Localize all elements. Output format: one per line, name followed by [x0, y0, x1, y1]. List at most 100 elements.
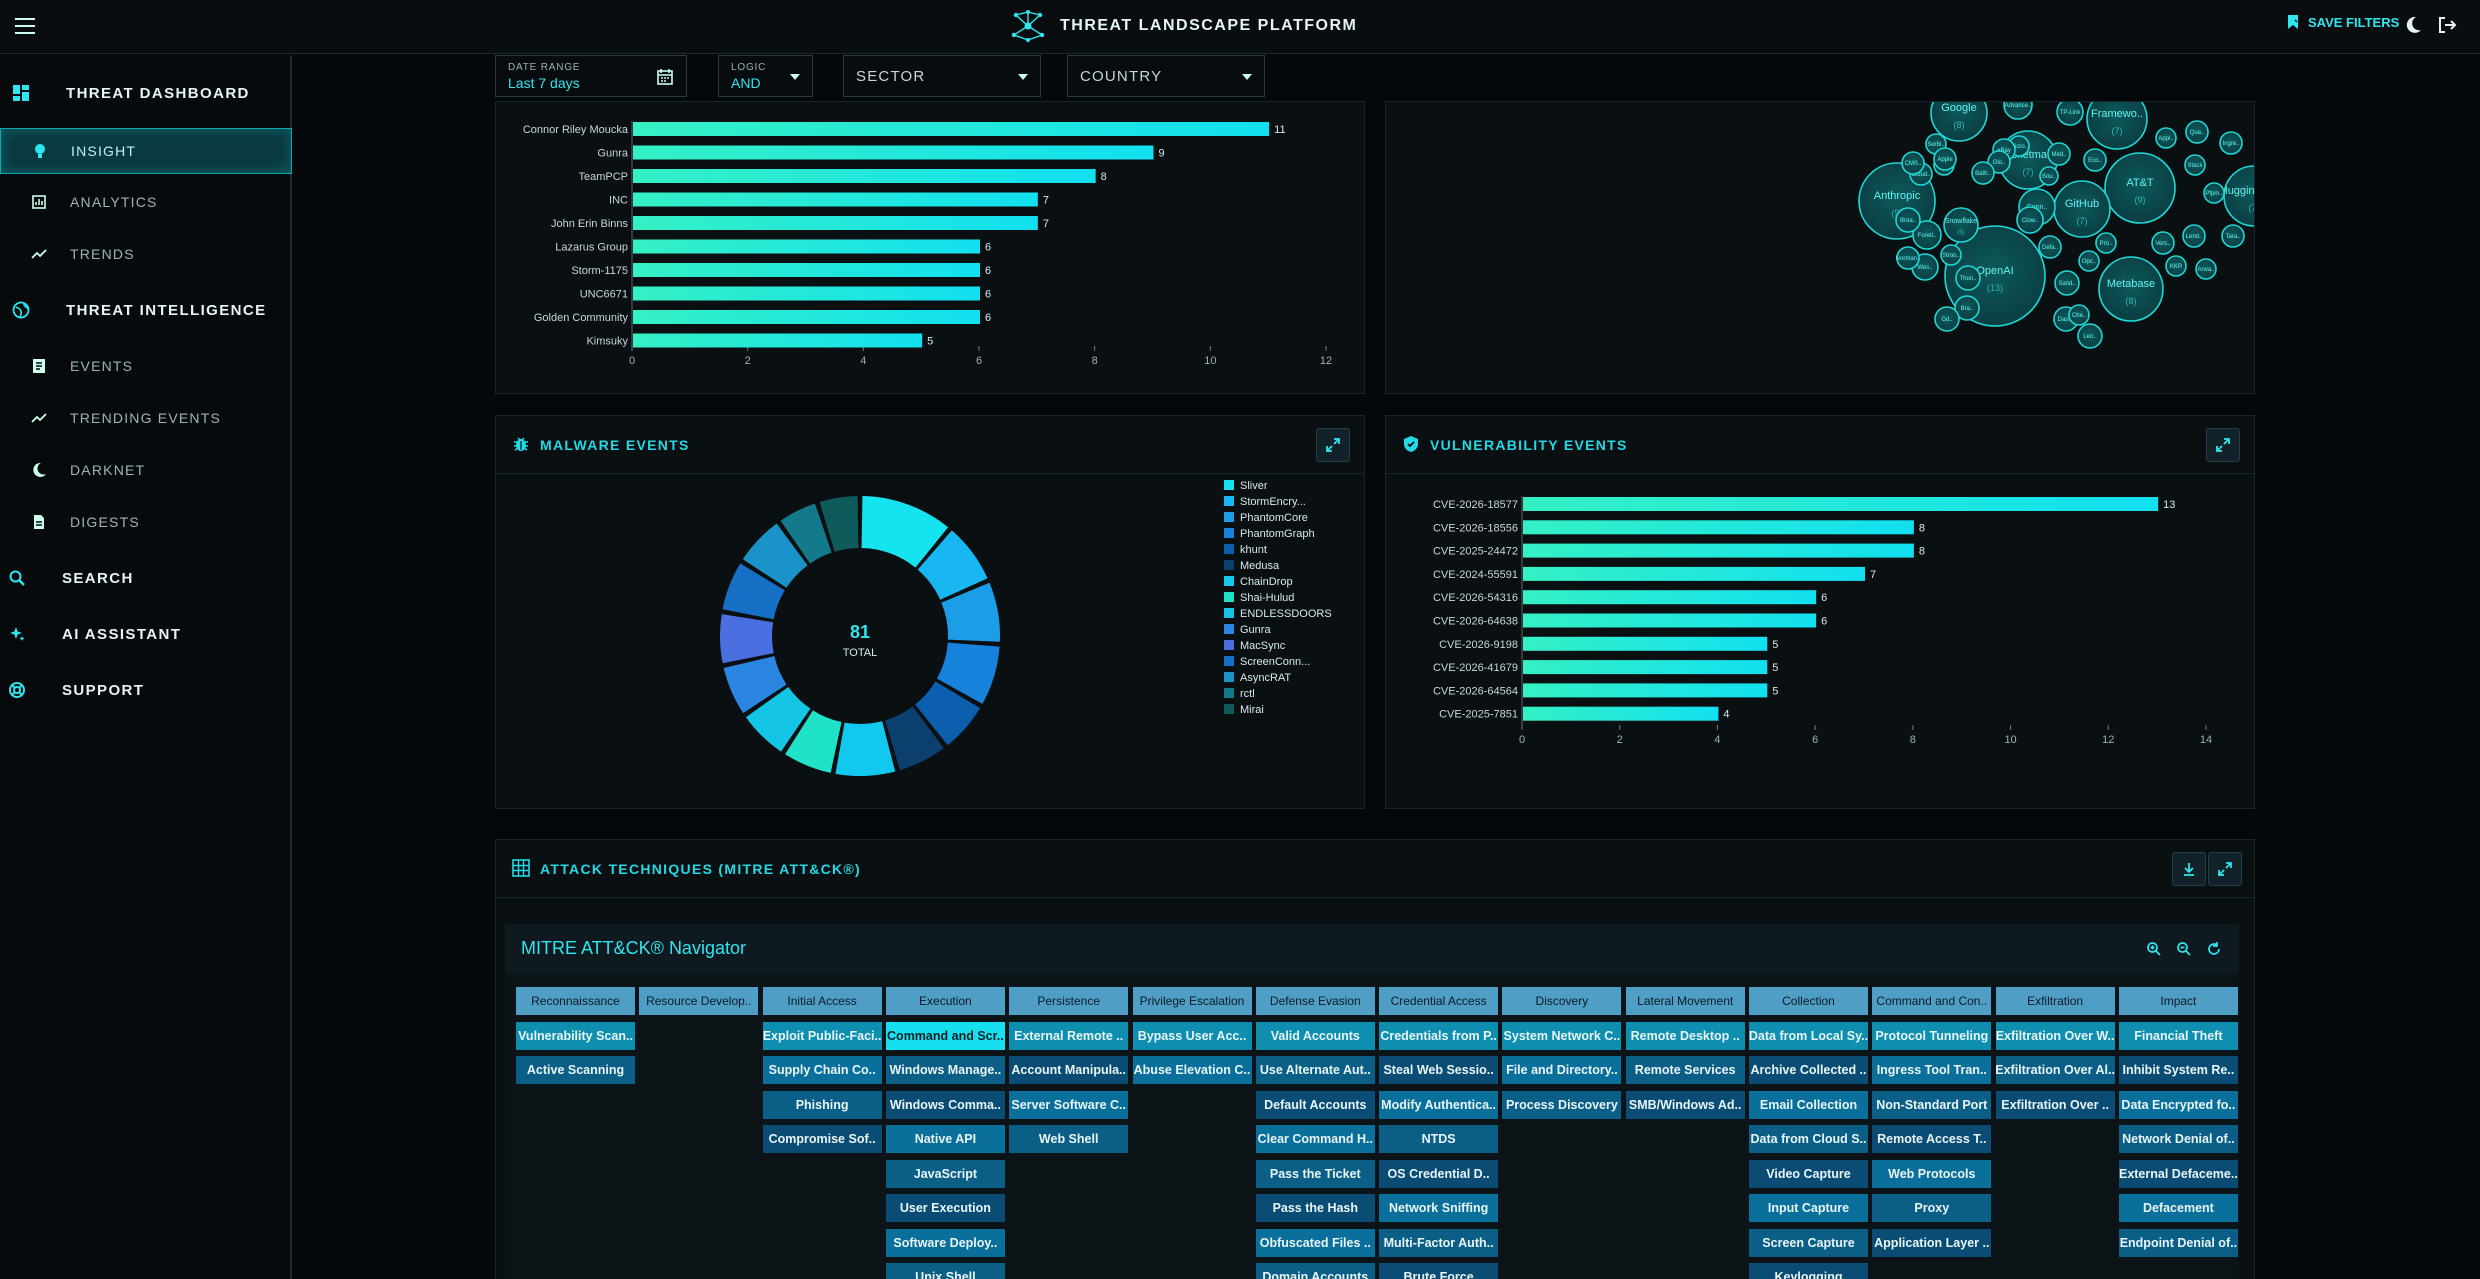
technique-cell[interactable]: Keylogging	[1748, 1262, 1869, 1279]
technique-cell[interactable]: Data from Local Sy..	[1748, 1020, 1869, 1051]
technique-cell[interactable]: Defacement	[2117, 1193, 2239, 1223]
technique-cell[interactable]: NTDS	[1378, 1124, 1500, 1154]
technique-cell[interactable]: System Network C..	[1501, 1020, 1623, 1051]
expand-button[interactable]	[1316, 428, 1350, 462]
tactic-header[interactable]: Impact	[2117, 986, 2239, 1016]
technique-cell[interactable]: Pass the Hash	[1254, 1193, 1376, 1223]
technique-cell[interactable]: Modify Authentica..	[1378, 1089, 1500, 1120]
technique-cell[interactable]: Unix Shell	[884, 1262, 1006, 1279]
theme-toggle-moon-icon[interactable]	[2402, 14, 2424, 36]
tactic-header[interactable]: Defense Evasion	[1254, 986, 1376, 1016]
technique-cell[interactable]: Exfiltration Over ..	[1994, 1089, 2116, 1120]
sidebar-item-trends[interactable]: TRENDS	[0, 232, 292, 276]
technique-cell[interactable]: Windows Manage..	[884, 1055, 1006, 1085]
technique-cell[interactable]: Exfiltration Over W..	[1994, 1020, 2116, 1051]
technique-cell[interactable]: Remote Access T..	[1871, 1124, 1993, 1154]
zoom-in-icon[interactable]	[2146, 941, 2162, 957]
sidebar-item-events[interactable]: EVENTS	[0, 344, 292, 388]
technique-cell[interactable]: Active Scanning	[515, 1055, 636, 1085]
expand-button[interactable]	[2206, 428, 2240, 462]
tactic-header[interactable]: Initial Access	[761, 986, 883, 1016]
technique-cell[interactable]: Clear Command H..	[1254, 1124, 1376, 1154]
technique-cell[interactable]: Domain Accounts	[1254, 1262, 1376, 1279]
technique-cell[interactable]: User Execution	[884, 1193, 1006, 1223]
tactic-header[interactable]: Command and Con..	[1871, 986, 1993, 1016]
technique-cell[interactable]: Exfiltration Over Al..	[1994, 1055, 2116, 1085]
technique-cell[interactable]: Use Alternate Aut..	[1254, 1055, 1376, 1085]
tactic-header[interactable]: Collection	[1748, 986, 1869, 1016]
reset-icon[interactable]	[2206, 941, 2222, 957]
sidebar-item-threat-dashboard[interactable]: THREAT DASHBOARD	[0, 71, 292, 115]
technique-cell[interactable]: Non-Standard Port	[1871, 1089, 1993, 1120]
tactic-header[interactable]: Discovery	[1501, 986, 1623, 1016]
technique-cell[interactable]: Remote Desktop ..	[1624, 1020, 1746, 1051]
technique-cell[interactable]: Vulnerability Scan..	[515, 1020, 636, 1051]
technique-cell[interactable]: Obfuscated Files ..	[1254, 1227, 1376, 1258]
tactic-header[interactable]: Execution	[884, 986, 1006, 1016]
sidebar-item-ai-assistant[interactable]: AI ASSISTANT	[0, 612, 292, 656]
sidebar-item-insight[interactable]: INSIGHT	[0, 128, 292, 174]
technique-cell[interactable]: Inhibit System Re..	[2117, 1055, 2239, 1085]
tactic-header[interactable]: Lateral Movement	[1624, 986, 1746, 1016]
tactic-header[interactable]: Resource Develop..	[638, 986, 760, 1016]
technique-cell[interactable]: Multi-Factor Auth..	[1378, 1227, 1500, 1258]
technique-cell[interactable]: OS Credential D..	[1378, 1158, 1500, 1189]
technique-cell[interactable]: Pass the Ticket	[1254, 1158, 1376, 1189]
logout-icon[interactable]	[2436, 14, 2458, 36]
technique-cell[interactable]: Endpoint Denial of..	[2117, 1227, 2239, 1258]
sector-select[interactable]: SECTOR	[843, 55, 1041, 97]
sidebar-item-analytics[interactable]: ANALYTICS	[0, 180, 292, 224]
tactic-header[interactable]: Credential Access	[1378, 986, 1500, 1016]
technique-cell[interactable]: Network Denial of..	[2117, 1124, 2239, 1154]
technique-cell[interactable]: Steal Web Sessio..	[1378, 1055, 1500, 1085]
technique-cell[interactable]: Ingress Tool Tran..	[1871, 1055, 1993, 1085]
technique-cell[interactable]: Compromise Sof..	[761, 1124, 883, 1154]
technique-cell[interactable]: Account Manipula..	[1008, 1055, 1130, 1085]
download-button[interactable]	[2172, 852, 2206, 886]
technique-cell[interactable]: Archive Collected ..	[1748, 1055, 1869, 1085]
date-range-field[interactable]: DATE RANGE Last 7 days	[495, 55, 687, 97]
technique-cell[interactable]: Command and Scr..	[884, 1020, 1006, 1051]
technique-cell[interactable]: Data from Cloud S..	[1748, 1124, 1869, 1154]
menu-icon[interactable]	[12, 13, 38, 39]
country-select[interactable]: COUNTRY	[1067, 55, 1265, 97]
technique-cell[interactable]: Process Discovery	[1501, 1089, 1623, 1120]
save-filters-button[interactable]: SAVE FILTERS	[2286, 14, 2399, 30]
technique-cell[interactable]: Input Capture	[1748, 1193, 1869, 1223]
technique-cell[interactable]: Valid Accounts	[1254, 1020, 1376, 1051]
sidebar-item-search[interactable]: SEARCH	[0, 556, 292, 600]
sidebar-item-digests[interactable]: DIGESTS	[0, 500, 292, 544]
technique-cell[interactable]: Server Software C..	[1008, 1089, 1130, 1120]
technique-cell[interactable]: Phishing	[761, 1089, 883, 1120]
technique-cell[interactable]: Web Shell	[1008, 1124, 1130, 1154]
technique-cell[interactable]: Proxy	[1871, 1193, 1993, 1223]
technique-cell[interactable]: JavaScript	[884, 1158, 1006, 1189]
technique-cell[interactable]: External Defaceme..	[2117, 1158, 2239, 1189]
calendar-icon[interactable]	[656, 68, 674, 86]
technique-cell[interactable]: Remote Services	[1624, 1055, 1746, 1085]
sidebar-item-darknet[interactable]: DARKNET	[0, 448, 292, 492]
sidebar-item-trending-events[interactable]: TRENDING EVENTS	[0, 396, 292, 440]
technique-cell[interactable]: Bypass User Acc..	[1131, 1020, 1253, 1051]
technique-cell[interactable]: Credentials from P..	[1378, 1020, 1500, 1051]
technique-cell[interactable]: Data Encrypted fo..	[2117, 1089, 2239, 1120]
technique-cell[interactable]: SMB/Windows Ad..	[1624, 1089, 1746, 1120]
technique-cell[interactable]: Protocol Tunneling	[1871, 1020, 1993, 1051]
technique-cell[interactable]: Supply Chain Co..	[761, 1055, 883, 1085]
technique-cell[interactable]: File and Directory..	[1501, 1055, 1623, 1085]
technique-cell[interactable]: Default Accounts	[1254, 1089, 1376, 1120]
zoom-out-icon[interactable]	[2176, 941, 2192, 957]
technique-cell[interactable]: Network Sniffing	[1378, 1193, 1500, 1223]
technique-cell[interactable]: Brute Force	[1378, 1262, 1500, 1279]
technique-cell[interactable]: Screen Capture	[1748, 1227, 1869, 1258]
technique-cell[interactable]: Native API	[884, 1124, 1006, 1154]
technique-cell[interactable]: Web Protocols	[1871, 1158, 1993, 1189]
logic-select[interactable]: LOGIC AND	[718, 55, 813, 97]
sidebar-item-support[interactable]: SUPPORT	[0, 668, 292, 712]
technique-cell[interactable]: Software Deploy..	[884, 1227, 1006, 1258]
technique-cell[interactable]: Email Collection	[1748, 1089, 1869, 1120]
expand-button[interactable]	[2208, 852, 2242, 886]
technique-cell[interactable]: Abuse Elevation C..	[1131, 1055, 1253, 1085]
tactic-header[interactable]: Privilege Escalation	[1131, 986, 1253, 1016]
tactic-header[interactable]: Exfiltration	[1994, 986, 2116, 1016]
